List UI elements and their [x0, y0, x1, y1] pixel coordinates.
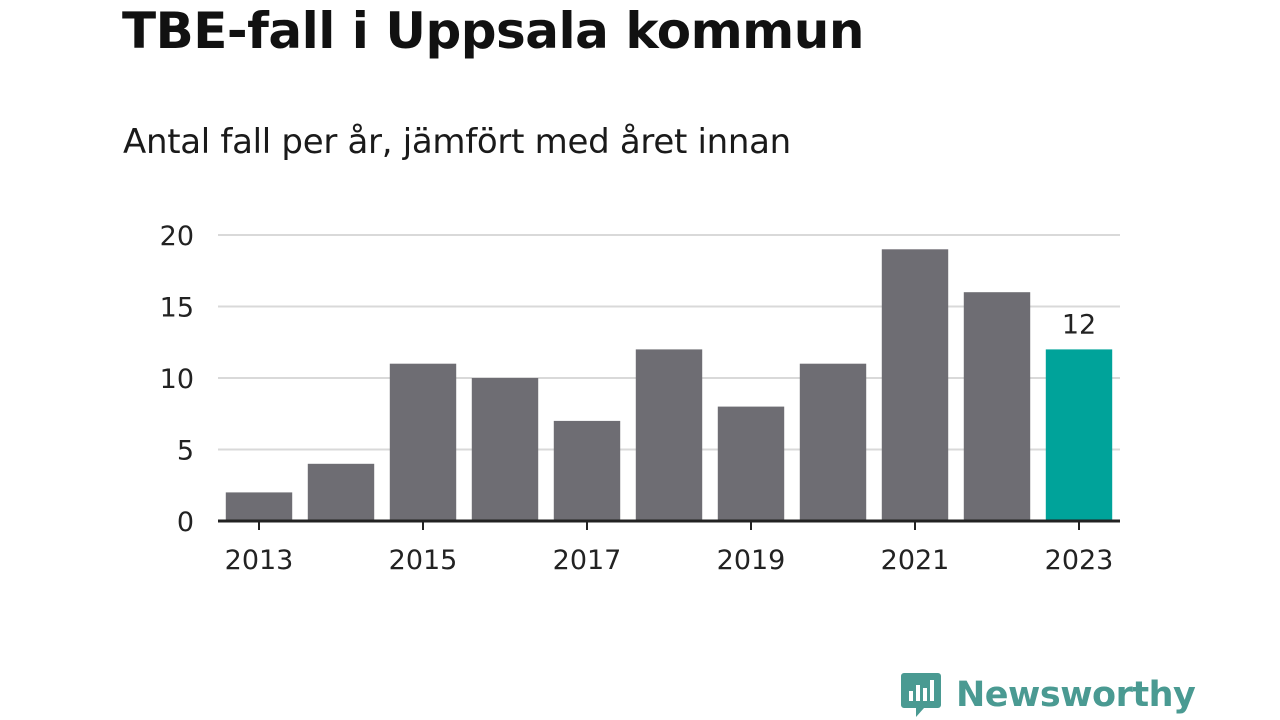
- bar: [963, 292, 1031, 521]
- x-tick-label: 2015: [389, 545, 458, 576]
- y-tick-label: 15: [160, 293, 194, 324]
- y-tick-label: 10: [160, 364, 194, 395]
- y-tick-label: 0: [177, 507, 194, 538]
- data-labels: 12: [1062, 309, 1096, 340]
- y-tick-label: 20: [160, 221, 194, 252]
- data-label: 12: [1062, 309, 1096, 340]
- y-axis-tick-labels: 0 5 10 15 20: [160, 221, 194, 538]
- bar: [389, 363, 457, 521]
- bar: [307, 463, 375, 521]
- bar: [799, 363, 867, 521]
- brand: Newsworthy: [900, 670, 1196, 720]
- chart-subtitle: Antal fall per år, jämfört med året inna…: [123, 122, 791, 162]
- x-tick-label: 2023: [1045, 545, 1114, 576]
- newsworthy-logo-icon: [901, 673, 941, 717]
- y-tick-label: 5: [177, 436, 194, 467]
- x-tick-label: 2017: [553, 545, 622, 576]
- x-tick-label: 2019: [717, 545, 786, 576]
- bar: [471, 378, 539, 521]
- bar: [717, 406, 785, 521]
- chart-title: TBE-fall i Uppsala kommun: [122, 2, 864, 60]
- x-tick-label: 2021: [881, 545, 950, 576]
- x-tick-label: 2013: [225, 545, 294, 576]
- brand-name: Newsworthy: [956, 675, 1196, 715]
- x-axis-tick-labels: 2013 2015 2017 2019 2021 2023: [225, 545, 1114, 576]
- bar: [225, 492, 293, 521]
- bar: [881, 249, 949, 522]
- bar: [1045, 349, 1113, 521]
- bar: [635, 349, 703, 521]
- bar: [553, 420, 621, 521]
- bars: [225, 249, 1113, 522]
- x-axis: [218, 519, 1120, 530]
